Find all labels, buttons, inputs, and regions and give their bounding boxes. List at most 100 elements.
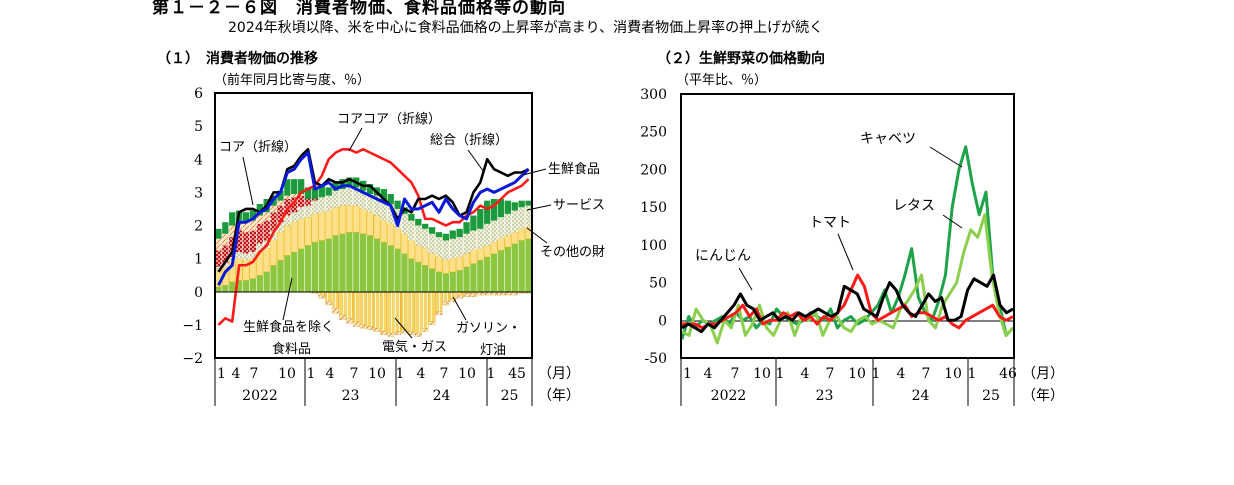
bar-food-ex-fresh	[325, 238, 332, 292]
bar-gasoline	[291, 194, 298, 198]
label-tomato-arrow	[837, 233, 854, 271]
bar-other-goods	[339, 205, 346, 234]
bar-energy	[270, 212, 277, 231]
bar-electricity-gas	[442, 291, 450, 302]
bar-fresh-food	[504, 200, 512, 214]
bar-fresh-food	[456, 228, 463, 238]
bar-gasoline-negative	[366, 326, 374, 330]
line-lettuce	[681, 213, 1015, 345]
bar-food-ex-fresh	[373, 238, 381, 292]
annot-fresh: 生鮮食品	[548, 161, 600, 177]
bar-other-goods	[318, 212, 326, 241]
x-month-tick: 4	[801, 366, 810, 382]
bar-food-ex-fresh	[484, 256, 491, 292]
bar-food-ex-fresh	[229, 281, 236, 292]
bar-gasoline-negative	[442, 301, 450, 306]
annot-corecore-arrow	[348, 127, 363, 152]
bar-services	[422, 228, 429, 249]
bar-food-ex-fresh	[511, 243, 518, 292]
bar-gasoline-negative	[449, 298, 457, 302]
annot-corecore: コアコア（折線）	[337, 111, 441, 127]
bar-food-ex-fresh	[298, 248, 305, 292]
bar-gasoline	[277, 200, 284, 206]
bar-electricity-gas	[414, 291, 422, 334]
bar-gasoline	[215, 238, 222, 251]
bar-other-goods	[463, 253, 470, 268]
bar-electricity-gas	[332, 291, 339, 309]
x-month-tick: 7	[826, 366, 835, 382]
bar-food-ex-fresh	[497, 250, 505, 292]
bar-gasoline-negative	[414, 333, 422, 337]
x-month-tick: 1	[217, 366, 226, 382]
bar-fresh-food	[449, 230, 456, 239]
bar-fresh-food	[518, 200, 525, 208]
bar-fresh-food	[311, 187, 319, 199]
bar-services	[291, 212, 298, 223]
bar-food-ex-fresh	[470, 263, 477, 292]
bar-fresh-food	[497, 199, 505, 218]
bar-food-ex-fresh	[284, 255, 291, 292]
y-tick-label: 50	[649, 276, 667, 292]
bar-food-ex-fresh	[222, 285, 229, 292]
bar-services	[504, 213, 512, 236]
x-year-label: 23	[342, 388, 360, 404]
bar-electricity-gas	[359, 291, 367, 326]
bar-fresh-food	[511, 202, 518, 211]
bar-energy	[242, 232, 250, 254]
bar-gasoline	[242, 222, 250, 233]
y-tick-label: 0	[658, 313, 667, 329]
bar-food-ex-fresh	[401, 253, 408, 292]
label-cabbage: キャベツ	[860, 131, 916, 147]
x-month-tick: 7	[731, 366, 740, 382]
annot-services: サービス	[553, 198, 605, 213]
x-month-tick: 7	[922, 366, 931, 382]
bar-food-ex-fresh	[463, 266, 470, 292]
bar-food-ex-fresh	[504, 247, 512, 292]
bar-other-goods	[490, 241, 498, 254]
bar-other-goods	[325, 210, 333, 239]
bar-fresh-food	[380, 189, 387, 201]
bar-electricity-gas	[325, 291, 332, 302]
bar-electricity-gas	[435, 291, 443, 312]
bar-gasoline	[249, 220, 257, 231]
figure-title: 第１－２－６図 消費者物価、食料品価格等の動向	[152, 0, 566, 18]
bar-energy	[277, 205, 284, 223]
bar-fresh-food	[298, 179, 305, 195]
bar-food-ex-fresh	[242, 280, 250, 292]
bar-other-goods	[470, 250, 477, 264]
bar-fresh-food	[408, 213, 415, 221]
bar-services	[270, 230, 277, 241]
bar-gasoline-negative	[463, 293, 470, 297]
bar-gasoline-negative	[332, 308, 339, 314]
bar-services	[373, 195, 381, 216]
panel1-unit: （前年同月比寄与度、％）	[214, 73, 371, 88]
bar-electricity-gas	[380, 291, 388, 332]
bar-other-goods	[311, 213, 319, 243]
y-tick-label: 300	[640, 87, 667, 103]
bar-gasoline-negative	[421, 328, 429, 332]
annot-services-arrow	[526, 204, 552, 211]
annot-food-arrow	[282, 277, 293, 321]
bar-electricity-gas	[346, 291, 353, 319]
bar-electricity-gas	[373, 291, 381, 329]
panel2-unit: （平年比、％）	[676, 73, 768, 88]
bar-fresh-food	[249, 210, 257, 221]
bar-electricity-gas	[421, 291, 429, 329]
bar-gasoline-negative	[352, 321, 360, 327]
bar-other-goods	[352, 205, 360, 233]
bar-other-goods	[284, 225, 291, 256]
bar-services	[222, 263, 229, 267]
line-corecore	[217, 148, 530, 326]
label-lettuce-arrow	[942, 214, 963, 229]
bar-other-goods	[511, 231, 519, 244]
bar-services	[318, 197, 325, 213]
bar-other-goods	[476, 248, 484, 261]
bar-other-goods	[359, 208, 367, 234]
annot-total: 総合（折線）	[430, 132, 508, 148]
bar-services	[435, 237, 443, 257]
y-tick-label: −1	[182, 318, 203, 334]
bar-services	[408, 220, 415, 241]
y-tick-label: 250	[640, 125, 667, 141]
